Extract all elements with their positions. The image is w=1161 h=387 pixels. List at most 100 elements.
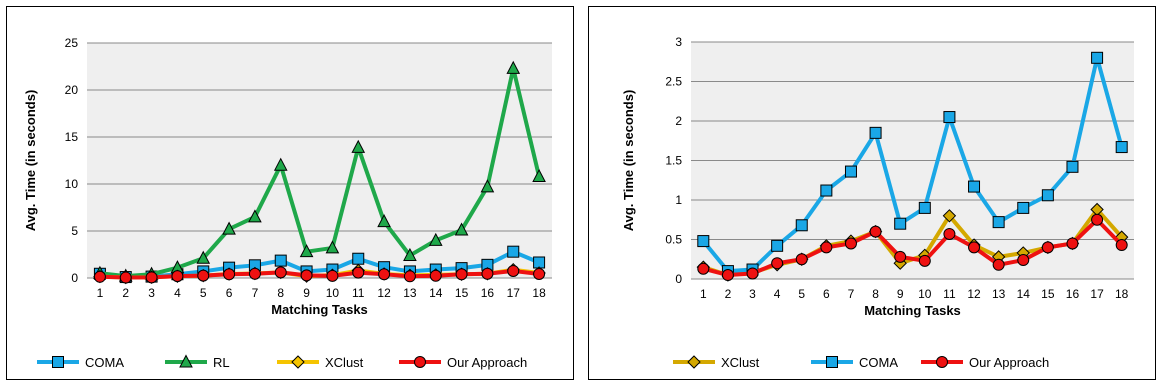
legend-marker-xclust xyxy=(291,355,305,369)
legend: COMA RL XClust Our Approach xyxy=(37,354,527,370)
point-coma-7 xyxy=(844,165,857,178)
point-coma-8 xyxy=(869,126,882,139)
point-our-approach-8 xyxy=(869,225,882,238)
point-rl-12 xyxy=(377,214,391,228)
point-our-approach-9 xyxy=(300,269,313,282)
y-tick-label: 0 xyxy=(675,272,682,286)
series-our-approach xyxy=(697,213,1128,282)
x-axis-title: Matching Tasks xyxy=(864,303,961,318)
x-tick-label: 8 xyxy=(277,286,284,300)
point-our-approach-4 xyxy=(171,270,184,283)
legend-marker-our-approach xyxy=(936,356,948,368)
x-tick-label: 14 xyxy=(1017,287,1031,301)
point-our-approach-16 xyxy=(481,267,494,280)
chart-panel-left: 0 5 10 15 20 25 1 2 3 4 5 6 7 8 9 10 11 12 13 14 15 16 17 18 Mat… xyxy=(6,6,574,380)
point-rl-7 xyxy=(248,209,262,223)
point-rl-11 xyxy=(351,139,366,153)
point-coma-11 xyxy=(352,252,365,265)
point-our-approach-16 xyxy=(1066,237,1079,250)
x-tick-label: 8 xyxy=(872,287,879,301)
y-tick-label: 1.5 xyxy=(665,154,682,168)
point-our-approach-17 xyxy=(1091,213,1104,226)
point-our-approach-7 xyxy=(844,237,857,250)
x-tick-label: 7 xyxy=(848,287,855,301)
point-our-approach-7 xyxy=(248,267,261,280)
x-tick-label: 16 xyxy=(1066,287,1080,301)
legend-marker-our-approach xyxy=(414,356,426,368)
x-tick-label: 3 xyxy=(749,287,756,301)
point-coma-6 xyxy=(820,184,833,197)
point-rl-15 xyxy=(454,222,469,236)
x-tick-label: 13 xyxy=(403,286,417,300)
x-tick-label: 4 xyxy=(774,287,781,301)
y-tick-label: 10 xyxy=(65,177,79,191)
point-coma-18 xyxy=(1115,141,1128,154)
point-coma-10 xyxy=(918,201,931,214)
point-our-approach-14 xyxy=(429,269,442,282)
point-coma-1 xyxy=(697,235,710,248)
x-tick-label: 11 xyxy=(943,287,956,301)
point-our-approach-12 xyxy=(968,241,981,254)
legend: XClust COMA Our Approach xyxy=(673,355,1049,370)
x-tick-label: 6 xyxy=(823,287,830,301)
x-tick-label: 14 xyxy=(429,286,443,300)
point-rl-5 xyxy=(196,250,211,264)
point-our-approach-6 xyxy=(223,268,236,281)
legend-marker-coma xyxy=(826,356,838,368)
point-our-approach-18 xyxy=(1115,239,1128,252)
y-tick-label: 2 xyxy=(675,114,682,128)
y-axis-title: Avg. Time (in seconds) xyxy=(621,90,636,232)
point-our-approach-3 xyxy=(746,267,759,280)
x-tick-label: 5 xyxy=(200,286,207,300)
point-our-approach-1 xyxy=(93,270,106,283)
x-tick-label: 18 xyxy=(1115,287,1129,301)
point-coma-8 xyxy=(274,254,287,267)
point-our-approach-4 xyxy=(771,257,784,270)
point-rl-17 xyxy=(506,60,521,74)
point-coma-14 xyxy=(1017,201,1030,214)
y-tick-label: 0 xyxy=(71,271,78,285)
chart-right: 00.511.522.531 2 3 4 5 6 7 8 9 10 11 12 13 14 15 16 17 18… xyxy=(621,35,1134,370)
point-rl-8 xyxy=(273,157,288,171)
point-our-approach-15 xyxy=(455,268,468,281)
chart-panel-right: 0 0.5 1 1.5 2 2.5 3 1 2 3 4 5 6 7 8 9 10 11 12 13 14 15 16 17 18… xyxy=(588,6,1156,380)
y-tick-label: 5 xyxy=(71,224,78,238)
point-rl-14 xyxy=(428,232,443,246)
x-tick-label: 6 xyxy=(226,286,233,300)
point-coma-17 xyxy=(507,245,520,258)
y-axis-title: Avg. Time (in seconds) xyxy=(23,90,38,232)
legend-label-rl: RL xyxy=(213,355,230,370)
y-tick-label: 1 xyxy=(675,193,682,207)
x-tick-label: 17 xyxy=(507,286,521,300)
point-our-approach-14 xyxy=(1017,254,1030,267)
x-tick-label: 18 xyxy=(532,286,546,300)
point-our-approach-10 xyxy=(918,254,931,267)
point-rl-6 xyxy=(222,221,236,235)
x-tick-label: 17 xyxy=(1090,287,1104,301)
x-tick-label: 15 xyxy=(455,286,469,300)
x-tick-label: 1 xyxy=(97,286,104,300)
point-coma-11 xyxy=(943,111,956,124)
point-our-approach-17 xyxy=(507,264,520,277)
point-our-approach-8 xyxy=(274,266,287,279)
point-our-approach-1 xyxy=(697,262,710,275)
x-tick-label: 10 xyxy=(326,286,340,300)
point-coma-16 xyxy=(1066,160,1079,173)
point-xclust-11 xyxy=(942,209,957,223)
x-tick-label: 11 xyxy=(352,286,365,300)
series-coma xyxy=(697,51,1128,278)
y-tick-label: 0.5 xyxy=(665,233,682,247)
point-our-approach-11 xyxy=(943,227,956,240)
y-tick-label: 20 xyxy=(65,83,79,97)
legend-label-coma: COMA xyxy=(85,355,124,370)
point-our-approach-9 xyxy=(894,250,907,263)
point-our-approach-18 xyxy=(533,267,546,280)
series-our-approach xyxy=(93,264,546,284)
x-tick-label: 9 xyxy=(897,287,904,301)
point-our-approach-11 xyxy=(352,266,365,279)
point-our-approach-15 xyxy=(1041,241,1054,254)
point-rl-18 xyxy=(532,168,546,182)
x-tick-label: 2 xyxy=(122,286,129,300)
x-tick-label: 12 xyxy=(967,287,981,301)
